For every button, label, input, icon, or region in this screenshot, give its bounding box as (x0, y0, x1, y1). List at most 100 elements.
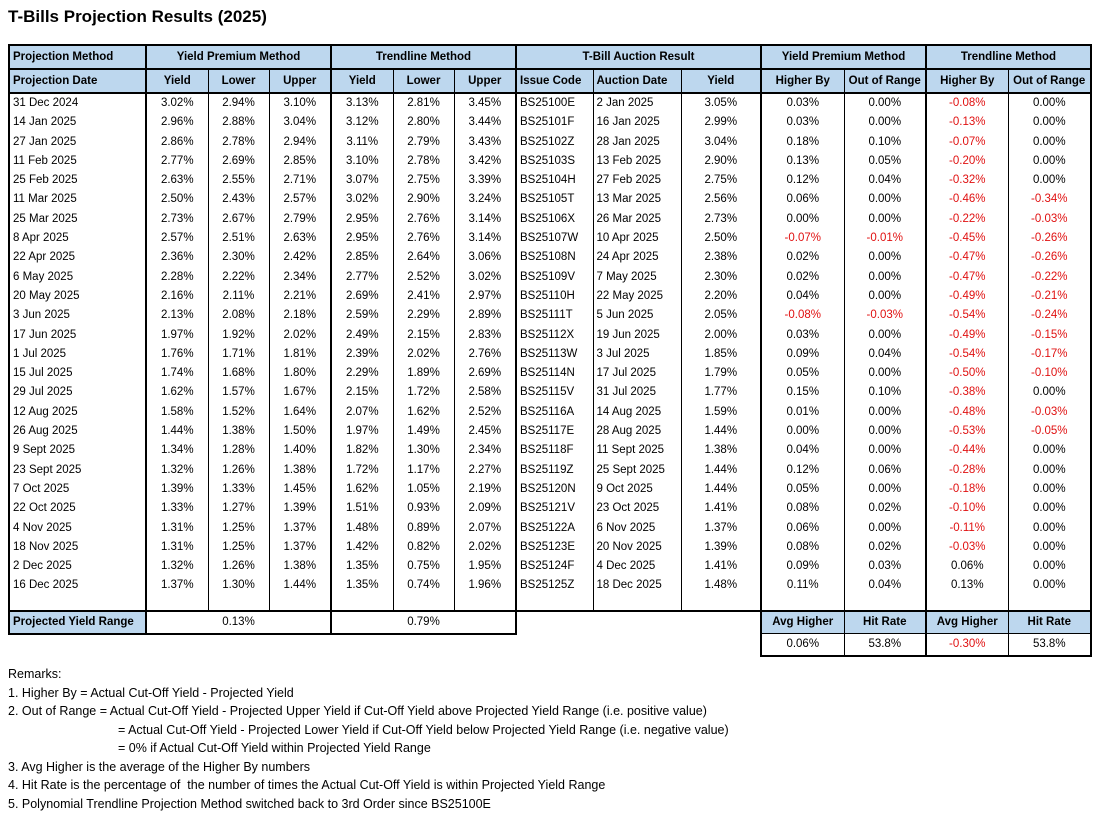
col-header-tm-out-of-range: Out of Range (1007, 69, 1092, 94)
issue-code-cell: BS25120N (515, 479, 593, 500)
ypm-out-of-range-cell: 0.00% (843, 209, 926, 230)
tm-higher-by-cell: -0.54% (925, 344, 1008, 365)
ypm-upper-cell: 1.81% (268, 344, 331, 365)
tm-avg-higher-header: Avg Higher (925, 610, 1008, 635)
table-row: 4 Nov 2025 1.31% 1.25% 1.37% 1.48% 0.89% 2.07%… (8, 518, 1092, 538)
ypm-higher-by-cell: 0.18% (760, 132, 844, 152)
tm-lower-cell: 2.80% (392, 113, 454, 133)
tm-yield-cell: 2.15% (330, 383, 393, 403)
ypm-higher-by-cell: 0.15% (760, 383, 844, 403)
table-row: 11 Mar 2025 2.50% 2.43% 2.57% 3.02% 2.90% 3.24… (8, 190, 1092, 210)
ypm-higher-by-cell: 0.08% (760, 537, 844, 558)
auction-yield-cell: 1.85% (680, 344, 761, 365)
tm-lower-cell: 2.81% (392, 93, 454, 114)
tm-yield-cell: 3.11% (330, 132, 393, 152)
ypm-lower-cell: 1.52% (207, 402, 269, 423)
tm-yield-cell: 2.29% (330, 364, 393, 384)
tm-out-of-range-cell: -0.17% (1007, 344, 1092, 365)
col-header-ypm-higher-by: Higher By (760, 69, 844, 94)
empty-cell (8, 595, 146, 612)
tm-out-of-range-cell: 0.00% (1007, 171, 1092, 191)
table-row: 6 May 2025 2.28% 2.22% 2.34% 2.77% 2.52% 3.02%… (8, 267, 1092, 287)
ypm-lower-cell: 1.26% (207, 460, 269, 480)
ypm-higher-by-cell: 0.01% (760, 402, 844, 423)
ypm-lower-cell: 2.43% (207, 190, 269, 210)
ypm-yield-cell: 1.58% (145, 402, 208, 423)
projection-results-table: Projection Method Yield Premium Method T… (8, 44, 1092, 658)
tm-yield-cell: 1.62% (330, 479, 393, 500)
issue-code-cell: BS25118F (515, 441, 593, 461)
auction-yield-cell: 2.05% (680, 306, 761, 326)
tm-lower-cell: 1.62% (392, 402, 454, 423)
ypm-yield-cell: 1.62% (145, 383, 208, 403)
tm-out-of-range-cell: 0.00% (1007, 383, 1092, 403)
tm-lower-cell: 2.90% (392, 190, 454, 210)
ypm-out-of-range-cell: 0.00% (843, 248, 926, 268)
ypm-out-of-range-cell: 0.10% (843, 132, 926, 152)
projection-date-cell: 4 Nov 2025 (8, 518, 146, 538)
ypm-yield-cell: 2.28% (145, 267, 208, 287)
ypm-yield-cell: 1.32% (145, 460, 208, 480)
auction-date-cell: 28 Aug 2025 (592, 422, 681, 442)
tm-yield-cell: 2.77% (330, 267, 393, 287)
ypm-higher-by-cell: 0.13% (760, 151, 844, 172)
col-header-tm-higher-by: Higher By (925, 69, 1008, 94)
tm-out-of-range-cell: -0.03% (1007, 209, 1092, 230)
ypm-higher-by-cell: 0.12% (760, 460, 844, 480)
col-header-ypm-out-of-range: Out of Range (843, 69, 926, 94)
tm-avg-higher-value: -0.30% (925, 633, 1008, 658)
footer-gap-cell (9, 634, 761, 657)
ypm-out-of-range-cell: 0.10% (843, 383, 926, 403)
spacer-row (8, 595, 1092, 612)
table-row: 16 Dec 2025 1.37% 1.30% 1.44% 1.35% 0.74% 1.96… (8, 576, 1092, 596)
ypm-out-of-range-cell: 0.00% (843, 267, 926, 287)
ypm-projected-yield-range-value: 0.13% (145, 610, 331, 635)
issue-code-cell: BS25107W (515, 229, 593, 249)
tm-lower-cell: 1.17% (392, 460, 454, 480)
tm-yield-cell: 3.10% (330, 151, 393, 172)
table-row: 17 Jun 2025 1.97% 1.92% 2.02% 2.49% 2.15% 2.83… (8, 325, 1092, 345)
empty-cell (515, 595, 593, 612)
ypm-upper-cell: 2.21% (268, 286, 331, 307)
table-row: 3 Jun 2025 2.13% 2.08% 2.18% 2.59% 2.29% 2.89%… (8, 306, 1092, 326)
auction-yield-cell: 1.79% (680, 364, 761, 384)
projected-yield-range-label: Projected Yield Range (8, 610, 146, 635)
tm-upper-cell: 2.27% (453, 460, 516, 480)
projection-date-cell: 8 Apr 2025 (8, 229, 146, 249)
tm-upper-cell: 2.34% (453, 441, 516, 461)
tm-higher-by-cell: -0.22% (925, 209, 1008, 230)
auction-yield-cell: 1.48% (680, 576, 761, 596)
tm-out-of-range-cell: 0.00% (1007, 499, 1092, 519)
ypm-yield-cell: 2.36% (145, 248, 208, 268)
tm-upper-cell: 2.83% (453, 325, 516, 345)
projection-date-cell: 18 Nov 2025 (8, 537, 146, 558)
tm-upper-cell: 3.45% (453, 93, 516, 114)
tm-yield-cell: 2.39% (330, 344, 393, 365)
tm-yield-cell: 1.72% (330, 460, 393, 480)
tm-out-of-range-cell: 0.00% (1007, 93, 1092, 114)
projection-date-cell: 20 May 2025 (8, 286, 146, 307)
ypm-out-of-range-cell: 0.02% (843, 537, 926, 558)
tm-yield-cell: 2.49% (330, 325, 393, 345)
auction-date-cell: 2 Jan 2025 (592, 93, 681, 114)
ypm-hit-rate-header: Hit Rate (843, 610, 926, 635)
tm-yield-cell: 1.35% (330, 557, 393, 577)
tm-upper-cell: 2.07% (453, 518, 516, 538)
tm-upper-cell: 2.19% (453, 479, 516, 500)
group-header-row: Projection Method Yield Premium Method T… (8, 44, 1092, 70)
table-row: 8 Apr 2025 2.57% 2.51% 2.63% 2.95% 2.76% 3.14%… (8, 229, 1092, 249)
issue-code-cell: BS25116A (515, 402, 593, 423)
tm-higher-by-cell: -0.38% (925, 383, 1008, 403)
tm-lower-cell: 1.05% (392, 479, 454, 500)
auction-yield-cell: 2.50% (680, 229, 761, 249)
ypm-avg-higher-header: Avg Higher (760, 610, 844, 635)
auction-yield-cell: 2.75% (680, 171, 761, 191)
tm-lower-cell: 2.76% (392, 229, 454, 249)
tm-out-of-range-cell: 0.00% (1007, 557, 1092, 577)
tm-out-of-range-cell: -0.22% (1007, 267, 1092, 287)
tm-hit-rate-value: 53.8% (1007, 633, 1092, 658)
empty-cell (330, 595, 393, 612)
ypm-upper-cell: 2.18% (268, 306, 331, 326)
tm-upper-cell: 2.45% (453, 422, 516, 442)
ypm-lower-cell: 2.51% (207, 229, 269, 249)
